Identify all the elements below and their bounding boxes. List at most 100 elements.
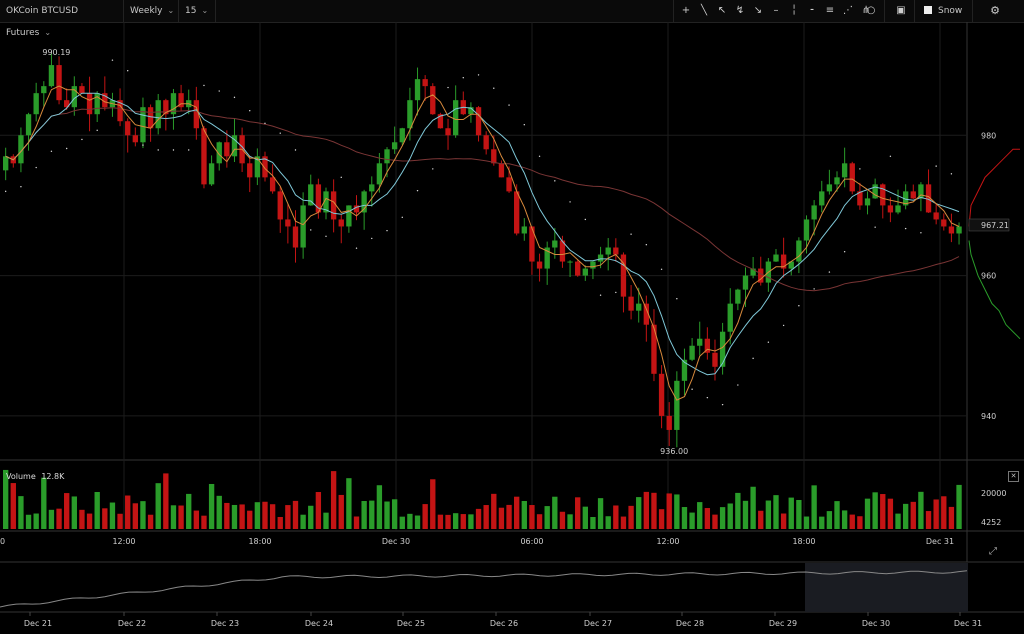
close-icon[interactable]: ✕	[1008, 471, 1019, 482]
candle-body	[71, 86, 77, 108]
arrow-tool-icon[interactable]: ↖	[717, 5, 727, 16]
volume-bar	[536, 514, 543, 529]
volume-bar	[285, 505, 291, 529]
volume-bar	[79, 509, 85, 529]
checkbox-icon	[924, 6, 932, 14]
candle-body	[407, 100, 413, 129]
sar-dot	[554, 180, 556, 182]
horizontal-line-icon[interactable]: –	[773, 5, 779, 16]
period-label: Weekly	[130, 6, 163, 16]
crosshair-icon[interactable]: +	[681, 5, 691, 16]
sar-dot	[340, 176, 342, 179]
candle-body	[155, 100, 161, 129]
sar-dot	[752, 357, 754, 360]
interval-selector[interactable]: 15 ⌄	[179, 0, 216, 22]
candle	[3, 147, 9, 181]
candle	[361, 189, 367, 230]
snow-toggle[interactable]: Snow	[918, 0, 972, 22]
candle-body	[941, 219, 947, 227]
volume-bar	[369, 500, 375, 529]
volume-bar	[323, 512, 329, 529]
sar-dot	[660, 268, 663, 270]
sar-dot	[828, 271, 831, 273]
volume-bar	[948, 506, 955, 529]
volume-bar	[346, 478, 352, 529]
volume-bar	[239, 504, 245, 529]
candle	[841, 147, 848, 188]
interval-label: 15	[185, 6, 197, 16]
volume-bar	[353, 516, 360, 529]
candle	[704, 327, 711, 360]
path-tool-icon[interactable]: ↯	[735, 5, 745, 16]
volume-bar	[514, 496, 520, 529]
high-label: 990.19	[42, 48, 70, 57]
volume-bar	[102, 508, 108, 529]
candle-body	[575, 261, 581, 276]
symbol-selector[interactable]: OKCoin BTCUSD Futures ⌄	[0, 0, 124, 38]
volume-bar	[216, 495, 222, 529]
candle	[780, 237, 787, 278]
sar-dot	[874, 226, 876, 228]
volume-bar	[643, 491, 650, 529]
candle	[338, 214, 344, 244]
gear-icon[interactable]: ⚙	[990, 4, 1000, 17]
volume-bar	[300, 514, 306, 529]
candle-body	[872, 184, 878, 199]
candle	[247, 155, 253, 193]
candle-body	[651, 324, 657, 374]
candle-body	[247, 163, 253, 178]
sar-dot	[188, 149, 190, 151]
volume-bar	[430, 479, 436, 529]
candle-body	[269, 177, 276, 192]
volume-tick-label: 4252	[981, 518, 1001, 527]
volume-bars	[3, 469, 962, 529]
candle-body	[666, 415, 672, 430]
candle	[254, 148, 261, 186]
candle-body	[132, 135, 138, 143]
sar-dot	[81, 138, 83, 141]
candle	[514, 184, 520, 236]
candle	[330, 179, 337, 233]
ellipse-tool-icon[interactable]: ○	[866, 5, 876, 16]
fibonacci-icon[interactable]: ≡	[825, 5, 835, 16]
fan-tool-icon[interactable]: ⋰	[843, 5, 853, 16]
candle-body	[483, 135, 489, 150]
candle-body	[674, 380, 680, 430]
candle	[201, 125, 207, 189]
hline-tool-icon[interactable]: ⁃	[809, 5, 815, 16]
navigator-line	[0, 570, 968, 608]
candle-body	[758, 268, 764, 283]
expand-icon[interactable]: ⤢	[989, 546, 997, 557]
volume-bar	[376, 485, 383, 529]
candle-body	[445, 128, 451, 136]
sar-dot	[294, 149, 297, 151]
projection-high	[968, 148, 1020, 227]
candle-body	[216, 142, 222, 164]
candle	[178, 84, 184, 112]
pitchfork-icon[interactable]: ⋔	[861, 5, 871, 16]
sar-dot	[599, 294, 602, 296]
candle-body	[300, 205, 306, 248]
volume-bar	[758, 510, 764, 529]
volume-bar	[262, 501, 268, 529]
volume-bar	[33, 513, 39, 529]
candle	[582, 265, 588, 281]
line-tool-icon[interactable]: ╲	[700, 5, 708, 16]
candle	[613, 238, 619, 262]
candle-body	[178, 93, 184, 108]
vertical-line-icon[interactable]: ╎	[790, 5, 798, 16]
candle-body	[529, 226, 535, 262]
candle	[735, 288, 741, 311]
candle	[567, 260, 573, 278]
volume-bar	[796, 499, 802, 529]
period-selector[interactable]: Weekly ⌄	[124, 0, 179, 22]
volume-bar	[666, 493, 672, 529]
candle-body	[643, 303, 650, 325]
screenshot-icon[interactable]: ▣	[896, 5, 906, 16]
volume-bar	[254, 502, 261, 529]
volume-bar	[125, 495, 131, 529]
candle	[48, 53, 55, 88]
volume-bar	[567, 514, 573, 529]
ray-tool-icon[interactable]: ↘	[753, 5, 763, 16]
